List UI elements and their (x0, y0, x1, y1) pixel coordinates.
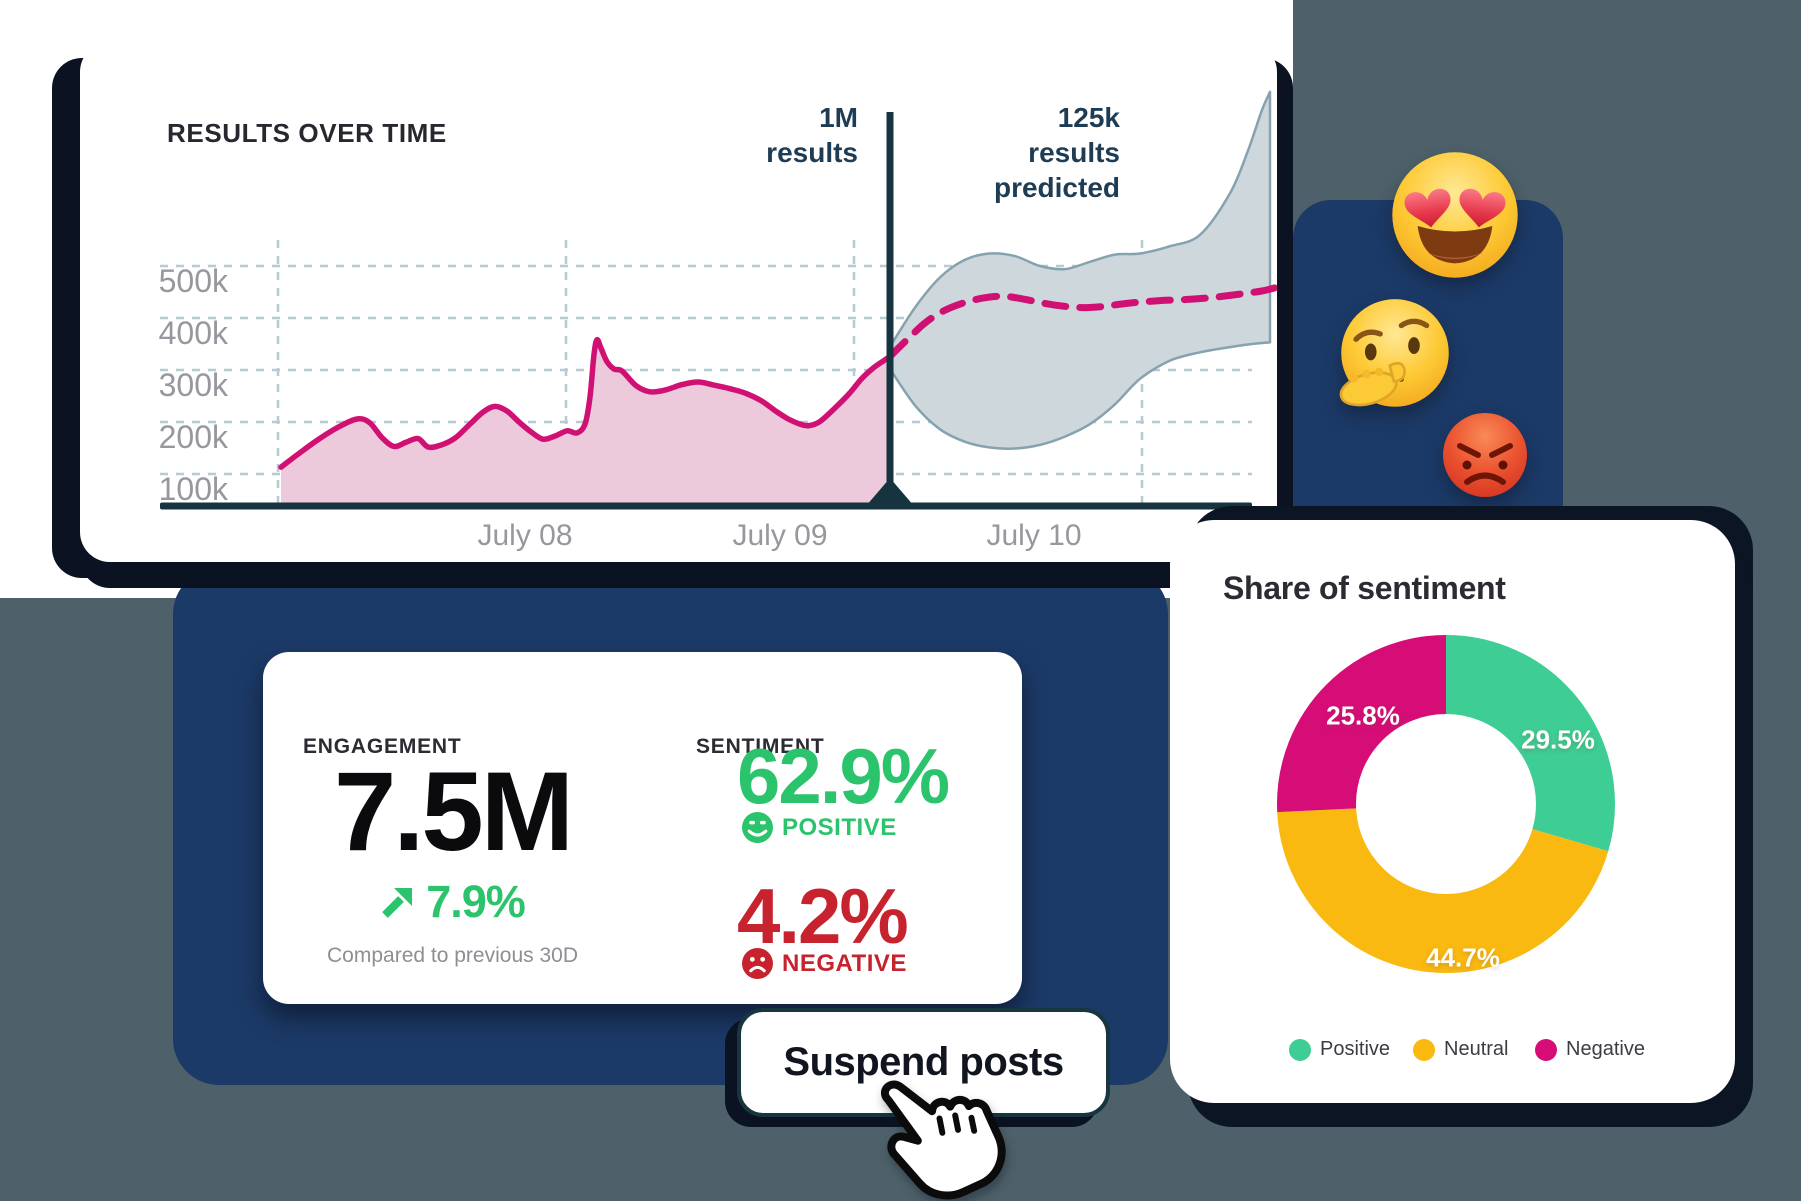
engagement-compare-note: Compared to previous 30D (327, 944, 578, 967)
smiley-face-icon (742, 812, 773, 843)
heart-eyes-emoji (1392, 152, 1518, 278)
legend-label-neutral: Neutral (1444, 1038, 1509, 1060)
annotation-predicted-results: 125k results predicted (993, 102, 1120, 203)
y-tick-500k: 500k (158, 263, 228, 299)
y-tick-300k: 300k (158, 367, 228, 403)
donut-label-negative: 25.8% (1326, 700, 1400, 731)
engagement-label: ENGAGEMENT (303, 735, 462, 758)
legend-item-negative[interactable]: Negative (1535, 1038, 1645, 1061)
donut-slice-negative (1277, 635, 1615, 973)
frowny-face-icon (742, 948, 773, 979)
positive-value: 62.9% (737, 732, 950, 820)
results-over-time-card (80, 42, 1277, 562)
engagement-value: 7.5M (334, 749, 574, 874)
negative-row: NEGATIVE (742, 948, 907, 979)
legend-dot-negative (1535, 1038, 1557, 1061)
y-tick-100k: 100k (158, 471, 228, 507)
legend-item-positive[interactable]: Positive (1289, 1038, 1390, 1061)
engagement-delta-value: 7.9% (426, 876, 526, 927)
y-tick-400k: 400k (158, 315, 228, 351)
engagement-sentiment-card (263, 652, 1022, 1004)
engagement-delta: 7.9% (280, 876, 625, 928)
donut-slice-neutral (1277, 635, 1615, 973)
negative-label: NEGATIVE (782, 949, 907, 977)
sentiment-card-title: Share of sentiment (1223, 570, 1506, 606)
share-of-sentiment-card (1170, 520, 1735, 1103)
sentiment-donut-chart (1277, 635, 1615, 973)
suspend-posts-button[interactable]: Suspend posts (737, 1008, 1110, 1117)
legend-label-negative: Negative (1566, 1038, 1645, 1060)
positive-row: POSITIVE (742, 812, 897, 843)
positive-label: POSITIVE (782, 813, 897, 841)
legend-label-positive: Positive (1320, 1038, 1391, 1060)
results-chart-title: RESULTS OVER TIME (167, 118, 447, 148)
thinking-emoji (1339, 299, 1449, 407)
suspend-posts-label: Suspend posts (783, 1040, 1064, 1084)
y-tick-200k: 200k (158, 419, 228, 455)
x-tick-july-08: July 08 (477, 519, 573, 552)
annotation-actual-results: 1M results (766, 102, 858, 168)
sentiment-label: SENTIMENT (696, 735, 825, 758)
angry-emoji (1443, 413, 1527, 497)
x-tick-july-10: July 10 (986, 519, 1082, 552)
hand-cursor-icon (880, 1080, 1006, 1200)
x-tick-july-09: July 09 (732, 519, 828, 552)
up-right-arrow-icon (382, 888, 413, 918)
legend-dot-neutral (1413, 1038, 1435, 1061)
negative-value: 4.2% (737, 872, 909, 960)
legend-item-neutral[interactable]: Neutral (1413, 1038, 1508, 1061)
results-line-chart (160, 90, 1277, 510)
legend-dot-positive (1289, 1038, 1311, 1061)
donut-label-neutral: 44.7% (1426, 942, 1500, 973)
donut-label-positive: 29.5% (1521, 724, 1595, 755)
